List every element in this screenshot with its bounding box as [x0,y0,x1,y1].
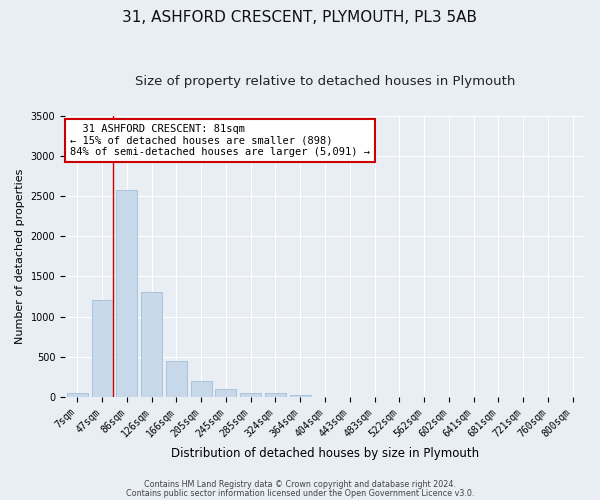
Text: 31 ASHFORD CRESCENT: 81sqm
← 15% of detached houses are smaller (898)
84% of sem: 31 ASHFORD CRESCENT: 81sqm ← 15% of deta… [70,124,370,157]
Bar [215,388,236,397]
Bar [92,300,113,397]
Title: Size of property relative to detached houses in Plymouth: Size of property relative to detached ho… [135,75,515,88]
Bar [67,393,88,397]
Y-axis label: Number of detached properties: Number of detached properties [15,168,25,344]
Text: Contains public sector information licensed under the Open Government Licence v3: Contains public sector information licen… [126,490,474,498]
Bar [166,361,187,397]
Bar [141,292,162,397]
Bar [290,394,311,397]
Text: Contains HM Land Registry data © Crown copyright and database right 2024.: Contains HM Land Registry data © Crown c… [144,480,456,489]
Text: 31, ASHFORD CRESCENT, PLYMOUTH, PL3 5AB: 31, ASHFORD CRESCENT, PLYMOUTH, PL3 5AB [122,10,478,25]
Bar [240,392,261,397]
Bar [116,190,137,397]
Bar [265,393,286,397]
Bar [191,381,212,397]
X-axis label: Distribution of detached houses by size in Plymouth: Distribution of detached houses by size … [171,447,479,460]
